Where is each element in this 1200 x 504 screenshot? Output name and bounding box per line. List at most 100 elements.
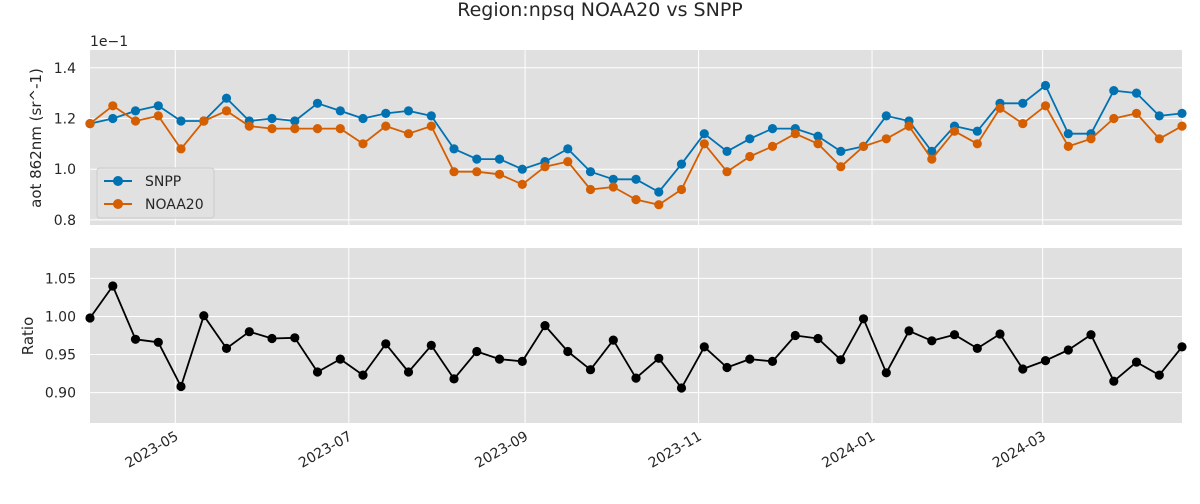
snpp-point — [1177, 108, 1187, 118]
top-ytick-label: 1.2 — [54, 111, 76, 127]
ratio-point — [813, 333, 823, 344]
ratio-point — [290, 333, 300, 343]
x-tick-label: 2023-05 — [123, 429, 182, 472]
ratio-point — [881, 368, 891, 378]
ratio-point — [858, 314, 869, 324]
noaa20-point — [722, 167, 732, 177]
ratio-point — [995, 329, 1005, 339]
snpp-point — [335, 106, 345, 116]
ratio-point — [335, 354, 345, 364]
top-offset-text: 1e−1 — [90, 34, 128, 50]
noaa20-point — [790, 129, 800, 139]
ratio-point — [176, 381, 186, 392]
legend-noaa20-marker — [113, 199, 123, 209]
top-panel: 0.8 1.0 1.2 1.4 1e−1 aot 862nm (sr^-1) SNPP… — [27, 34, 1187, 229]
bottom-panel: 0.90 0.95 1.00 1.05 Ratio — [19, 248, 1187, 423]
noaa20-point — [767, 141, 778, 151]
top-ytick-labels: 0.8 1.0 1.2 1.4 — [54, 61, 76, 229]
ratio-point — [449, 374, 459, 384]
bottom-ytick-label: 0.90 — [45, 386, 76, 402]
ratio-point — [927, 336, 937, 346]
ratio-point — [221, 343, 232, 353]
noaa20-point — [1040, 101, 1051, 111]
snpp-point — [403, 106, 414, 116]
top-ytick-label: 1.4 — [54, 61, 76, 77]
bottom-ylabel: Ratio — [19, 317, 37, 356]
noaa20-point — [130, 116, 141, 126]
bottom-ytick-label: 1.00 — [45, 309, 76, 325]
ratio-point — [949, 330, 960, 340]
snpp-point — [631, 174, 641, 184]
snpp-point — [108, 113, 118, 124]
ratio-point — [790, 330, 800, 341]
noaa20-point — [563, 157, 573, 167]
noaa20-point — [881, 134, 891, 144]
noaa20-point — [221, 106, 232, 116]
noaa20-point — [449, 167, 459, 177]
bottom-ytick-label: 0.95 — [45, 348, 76, 364]
snpp-point — [699, 129, 709, 139]
ratio-point — [358, 370, 368, 380]
legend-snpp-label: SNPP — [145, 174, 181, 190]
noaa20-point — [199, 116, 209, 126]
ratio-point — [1131, 357, 1142, 367]
ratio-point — [836, 355, 846, 365]
noaa20-point — [290, 124, 300, 134]
snpp-point — [608, 174, 618, 184]
chart-title: Region:npsq NOAA20 vs SNPP — [457, 0, 743, 21]
snpp-point — [1131, 88, 1142, 98]
noaa20-point — [1109, 113, 1119, 124]
snpp-point — [1154, 111, 1164, 121]
bottom-panel-background — [90, 248, 1182, 423]
ratio-point — [1018, 364, 1028, 374]
ratio-point — [381, 339, 391, 349]
ratio-point — [494, 354, 505, 364]
ratio-point — [426, 340, 436, 350]
snpp-point — [1109, 86, 1119, 96]
ratio-point — [1154, 370, 1164, 380]
snpp-point — [153, 101, 163, 111]
snpp-point — [130, 106, 141, 116]
ratio-point — [654, 353, 664, 363]
ratio-point — [312, 367, 323, 377]
snpp-point — [312, 98, 323, 108]
legend-snpp-marker — [113, 176, 123, 186]
snpp-point — [745, 134, 755, 144]
ratio-point — [972, 343, 982, 353]
noaa20-point — [813, 139, 823, 149]
snpp-point — [358, 113, 368, 124]
ratio-point — [1040, 356, 1051, 366]
snpp-point — [585, 167, 596, 177]
snpp-point — [517, 164, 527, 174]
ratio-point — [517, 356, 527, 366]
legend: SNPP NOAA20 — [96, 167, 215, 219]
snpp-point — [563, 144, 573, 154]
ratio-point — [153, 337, 163, 347]
noaa20-point — [631, 195, 641, 205]
noaa20-point — [927, 154, 937, 164]
x-tick-label: 2023-07 — [296, 429, 355, 472]
snpp-point — [494, 154, 505, 164]
noaa20-point — [995, 103, 1005, 113]
snpp-point — [1040, 80, 1051, 91]
snpp-point — [381, 108, 391, 118]
x-tick-labels: 2023-05 2023-07 2023-09 2023-11 2024-01 2024-… — [123, 429, 1049, 472]
ratio-point — [267, 333, 277, 344]
noaa20-point — [244, 121, 254, 131]
noaa20-point — [858, 141, 869, 151]
snpp-point — [449, 144, 459, 154]
ratio-point — [699, 342, 709, 352]
noaa20-point — [1063, 141, 1073, 151]
ratio-point — [608, 335, 618, 345]
ratio-point — [767, 356, 778, 366]
noaa20-point — [676, 184, 687, 195]
top-ytick-label: 0.8 — [54, 213, 76, 229]
noaa20-point — [540, 162, 550, 172]
noaa20-point — [517, 179, 527, 189]
noaa20-point — [426, 121, 436, 131]
ratio-point — [130, 334, 141, 344]
noaa20-point — [972, 139, 982, 149]
snpp-point — [472, 154, 482, 164]
noaa20-point — [745, 151, 755, 162]
